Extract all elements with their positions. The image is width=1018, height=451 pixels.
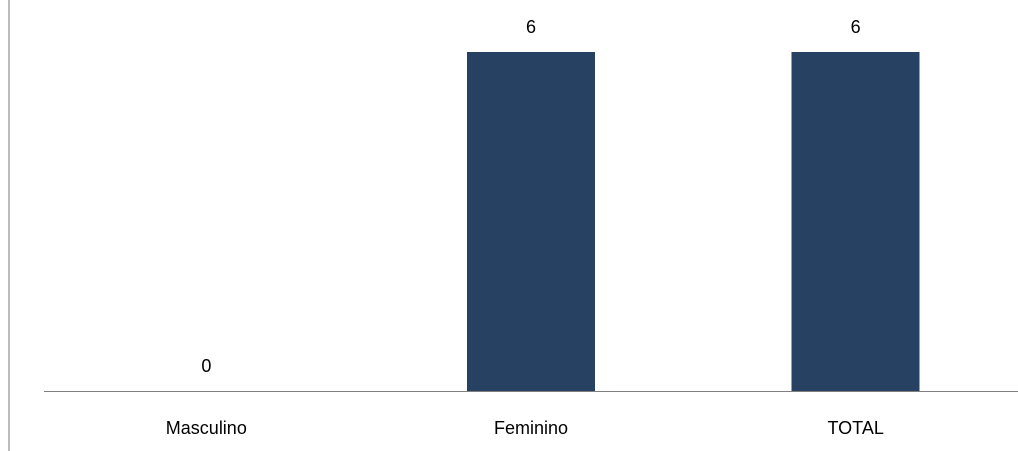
x-tick-label-masculino: Masculino [166, 418, 247, 438]
bar-total [791, 52, 920, 391]
bars-layer [467, 52, 920, 391]
labels-layer: 0 Masculino 6 Feminino 6 TOTAL [166, 17, 884, 438]
data-label-feminino: 6 [526, 17, 536, 37]
data-label-total: 6 [851, 17, 861, 37]
x-tick-label-total: TOTAL [827, 418, 883, 438]
x-tick-label-feminino: Feminino [494, 418, 568, 438]
bar-feminino [467, 52, 595, 391]
data-label-masculino: 0 [201, 356, 211, 376]
